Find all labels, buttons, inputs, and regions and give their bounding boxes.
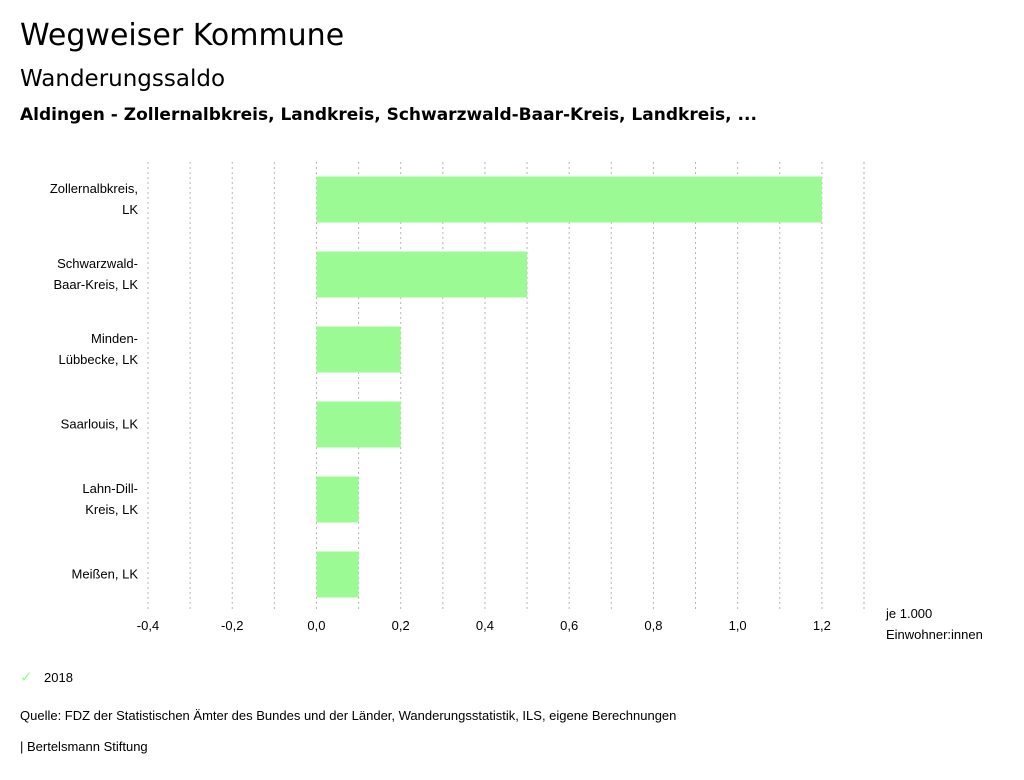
bar [316,251,528,298]
y-category-label: Saarlouis, LK [61,417,139,432]
check-icon: ✓ [20,669,33,686]
bar-chart: -0,4 -0,2 0,0 0,2 0,4 0,6 0,8 1,0 1,2 je 1.000 Ein… [50,162,983,642]
legend[interactable]: ✓ 2018 [20,668,73,686]
x-tick-label: 0,6 [560,618,578,633]
y-category-label: Schwarzwald-Baar-Kreis, LK [53,256,138,292]
legend-label: 2018 [44,669,73,685]
y-category-label: Lahn-Dill-Kreis, LK [82,481,138,517]
x-tick-label: 1,0 [729,618,747,633]
chart-subtitle: Wanderungssaldo [20,66,226,92]
page-title: Wegweiser Kommune [20,18,345,53]
x-tick-label: 0,4 [476,618,494,633]
bar [316,551,359,598]
source-note: Quelle: FDZ der Statistischen Ämter des … [20,708,677,723]
x-axis-label: je 1.000 Einwohner:innen [885,606,983,642]
x-tick-label: -0,4 [137,618,159,633]
x-tick-label: -0,2 [221,618,243,633]
footer-credit: | Bertelsmann Stiftung [20,739,148,754]
x-tick-label: 1,2 [813,618,831,633]
bar [316,176,822,223]
region-heading: Aldingen - Zollernalbkreis, Landkreis, S… [20,105,757,125]
x-tick-label: 0,8 [644,618,662,633]
bar [316,401,401,448]
bar [316,326,401,373]
y-category-label: Meißen, LK [72,567,139,582]
y-category-label: Minden-Lübbecke, LK [58,331,138,367]
x-tick-label: 0,2 [392,618,410,633]
x-tick-label: 0,0 [307,618,325,633]
y-category-label: Zollernalbkreis, LK [50,181,138,217]
bar [316,476,359,523]
